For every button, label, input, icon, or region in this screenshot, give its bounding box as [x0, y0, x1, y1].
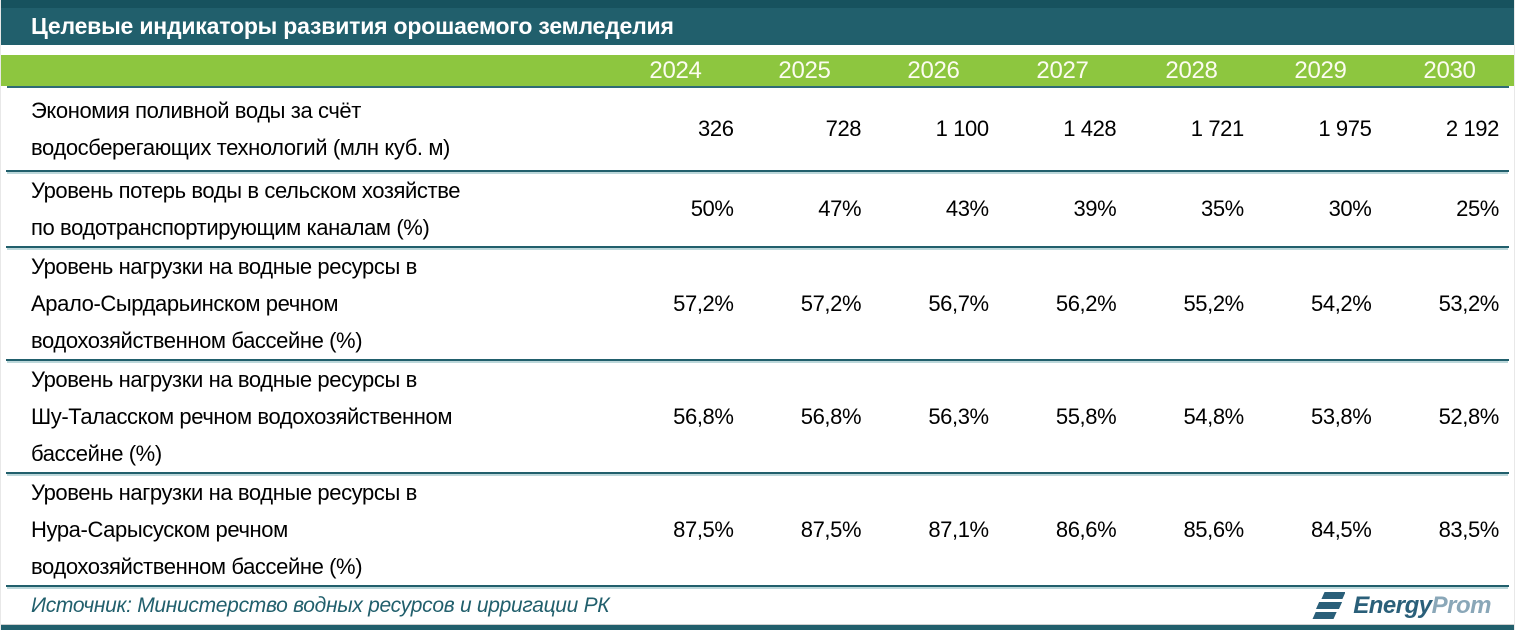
source-row: Источник: Министерство водных ресурсов и…: [6, 587, 1509, 624]
table-cell: 83,5%: [1438, 516, 1500, 542]
table-row-shu-talas-basin: Уровень нагрузки на водные ресурсы в Шу-…: [6, 361, 1509, 474]
table-cell: 2 192: [1445, 116, 1499, 141]
row-label: Уровень нагрузки на водные ресурсы в Нур…: [31, 480, 417, 579]
row-label: Экономия поливной воды за счёт водосбере…: [31, 98, 450, 160]
table-row-aral-syrdarya-basin: Уровень нагрузки на водные ресурсы в Ара…: [6, 248, 1509, 361]
energyprom-logo-icon: [1312, 591, 1346, 619]
footer-separator-line: [1, 624, 1514, 625]
year-header-row: 2024 2025 2026 2027 2028 2029 2030: [1, 55, 1514, 86]
table-cell: 55,2%: [1183, 290, 1244, 316]
table-cell: 1 721: [1190, 116, 1244, 141]
logo-text-prom: Prom: [1431, 591, 1492, 619]
bottom-accent-strip: [1, 625, 1514, 630]
table-cell: 87,5%: [800, 516, 862, 542]
table-cell: 52,8%: [1438, 403, 1500, 429]
year-header-2029: 2029: [1294, 56, 1347, 84]
row-label: Уровень потерь воды в сельском хозяйстве…: [31, 178, 461, 240]
title-bar: Целевые индикаторы развития орошаемого з…: [1, 8, 1514, 45]
table-cell: 43%: [945, 196, 989, 221]
row-label: Уровень нагрузки на водные ресурсы в Шу-…: [31, 367, 453, 466]
table-cell: 56,8%: [800, 403, 862, 429]
table-cell: 84,5%: [1311, 516, 1372, 542]
table-cell: 56,3%: [928, 403, 989, 429]
table-cell: 87,1%: [928, 516, 989, 542]
table-cell: 55,8%: [1055, 403, 1117, 429]
table-cell: 86,6%: [1055, 516, 1117, 542]
table-row-nura-sarysu-basin: Уровень нагрузки на водные ресурсы в Нур…: [6, 474, 1509, 587]
table-cell: 53,2%: [1438, 290, 1500, 316]
header-separator-line: [7, 86, 1509, 88]
year-header-2024: 2024: [649, 56, 702, 84]
table-cell: 39%: [1073, 196, 1117, 221]
year-header-2027: 2027: [1036, 56, 1089, 84]
page-title: Целевые индикаторы развития орошаемого з…: [31, 13, 674, 39]
source-text: Источник: Министерство водных ресурсов и…: [31, 593, 610, 617]
table-cell: 57,2%: [800, 290, 862, 316]
table-cell: 1 428: [1063, 116, 1117, 141]
table-cell: 54,2%: [1311, 290, 1372, 316]
table-cell: 30%: [1328, 196, 1372, 221]
table-row-water-losses: Уровень потерь воды в сельском хозяйстве…: [6, 172, 1509, 248]
title-gap: [1, 45, 1514, 55]
table-body: Экономия поливной воды за счёт водосбере…: [6, 86, 1509, 587]
table-cell: 25%: [1456, 196, 1499, 221]
table-cell: 47%: [818, 196, 862, 221]
table-cell: 56,8%: [673, 403, 734, 429]
table-cell: 57,2%: [673, 290, 734, 316]
year-header-2028: 2028: [1165, 56, 1218, 84]
year-header-2026: 2026: [907, 56, 960, 84]
year-header-2025: 2025: [778, 56, 831, 84]
table-cell: 326: [698, 116, 734, 141]
table-cell: 85,6%: [1183, 516, 1244, 542]
table-cell: 728: [825, 116, 862, 141]
table-cell: 56,2%: [1055, 290, 1117, 316]
logo-text-energy: Energy: [1353, 591, 1432, 619]
table-cell: 87,5%: [673, 516, 734, 542]
year-header-2030: 2030: [1423, 56, 1476, 84]
table-cell: 56,7%: [928, 290, 989, 316]
table-cell: 1 975: [1318, 116, 1372, 141]
energyprom-logo-text: EnergyProm: [1353, 592, 1491, 620]
table-row-water-savings: Экономия поливной воды за счёт водосбере…: [6, 88, 1509, 172]
table-cell: 54,8%: [1183, 403, 1244, 429]
table-cell: 1 100: [935, 116, 989, 141]
energyprom-logo: EnergyProm: [1311, 591, 1492, 621]
table-cell: 50%: [690, 196, 734, 221]
row-label: Уровень нагрузки на водные ресурсы в Ара…: [31, 254, 417, 353]
table-cell: 35%: [1201, 196, 1244, 221]
table-cell: 53,8%: [1311, 403, 1372, 429]
top-accent-strip: [1, 0, 1514, 8]
